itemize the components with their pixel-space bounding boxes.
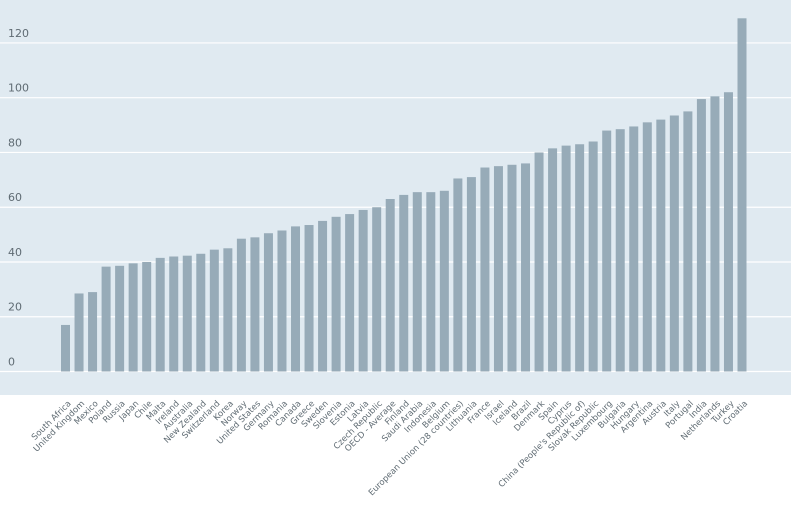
- bar: [453, 178, 463, 372]
- bar: [318, 220, 328, 372]
- bar: [209, 249, 219, 372]
- bar: [723, 92, 733, 372]
- y-tick-label: 40: [8, 246, 22, 259]
- bar: [439, 190, 449, 372]
- bar: [250, 237, 260, 372]
- bar: [277, 230, 287, 372]
- bar: [656, 119, 666, 372]
- bar: [223, 248, 233, 372]
- bar: [561, 145, 571, 372]
- bars: [61, 18, 747, 372]
- bar: [169, 256, 179, 372]
- bar: [331, 216, 341, 372]
- bar: [128, 263, 138, 372]
- bar: [61, 324, 70, 372]
- bar: [669, 115, 679, 372]
- y-tick-label: 100: [8, 82, 29, 95]
- bar: [737, 18, 747, 372]
- bar: [88, 292, 98, 372]
- bar: [291, 226, 301, 372]
- y-tick-label: 20: [8, 301, 22, 314]
- y-axis-tick-labels: 0 20 40 60 80 100 120: [8, 27, 29, 369]
- bar: [142, 261, 152, 372]
- bar: [534, 152, 544, 372]
- bar: [521, 163, 531, 372]
- y-tick-label: 120: [8, 27, 29, 40]
- bar: [236, 238, 246, 372]
- bar: [710, 96, 720, 372]
- bar: [74, 293, 84, 372]
- bar: [263, 233, 273, 372]
- bar: [629, 126, 639, 372]
- bar: [399, 194, 409, 372]
- bar: [575, 144, 585, 372]
- bar: [196, 253, 206, 372]
- bar: [588, 141, 598, 372]
- bar: [466, 177, 476, 372]
- bar: [182, 255, 192, 372]
- bar: [358, 209, 368, 372]
- bar: [696, 99, 706, 372]
- bar: [115, 265, 125, 372]
- bar: [372, 207, 382, 372]
- bar: [412, 192, 422, 372]
- bar: [155, 257, 165, 372]
- y-tick-label: 0: [8, 356, 15, 369]
- y-tick-label: 80: [8, 136, 22, 149]
- bar: [480, 167, 490, 372]
- bar: [101, 266, 111, 372]
- bar: [602, 130, 612, 372]
- bar: [507, 164, 517, 372]
- bar: [426, 192, 436, 372]
- bar: [493, 166, 503, 372]
- bar: [615, 129, 625, 372]
- bar: [304, 225, 314, 372]
- bar: [548, 148, 558, 372]
- bar: [385, 199, 395, 372]
- y-tick-label: 60: [8, 191, 22, 204]
- bar: [642, 122, 652, 372]
- bar: [345, 214, 355, 372]
- bar: [683, 111, 693, 372]
